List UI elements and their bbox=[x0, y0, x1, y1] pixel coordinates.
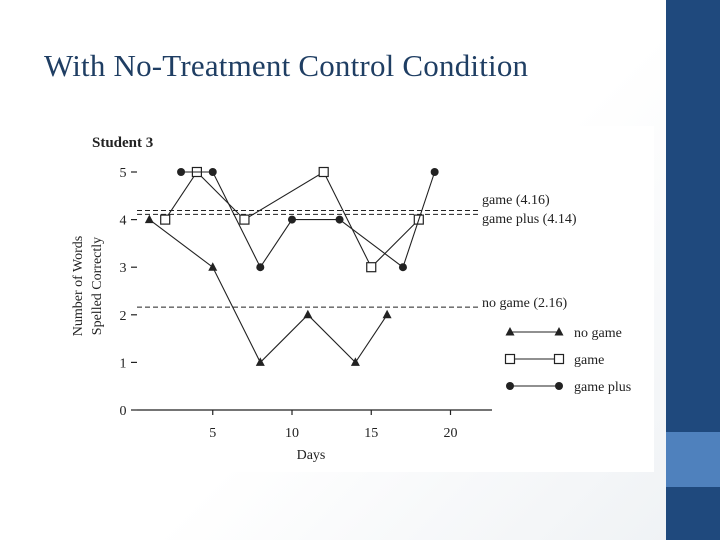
legend-item: no game bbox=[505, 326, 622, 341]
square-marker bbox=[160, 214, 171, 225]
x-tick-label: 20 bbox=[444, 426, 458, 441]
legend-label: no game bbox=[574, 326, 622, 341]
y-axis-label: Number of Words Spelled Correctly bbox=[71, 236, 105, 337]
y-tick-label: 4 bbox=[120, 214, 127, 229]
series-game-plus bbox=[177, 168, 439, 272]
square-marker bbox=[553, 353, 565, 365]
sidebar-accent-top bbox=[666, 0, 720, 432]
circle-marker bbox=[398, 263, 407, 272]
slide-title: With No-Treatment Control Condition bbox=[44, 48, 529, 83]
triangle-marker bbox=[554, 327, 564, 336]
reference-line-label: game (4.16) bbox=[482, 193, 550, 208]
circle-marker bbox=[177, 168, 186, 176]
circle-marker bbox=[208, 168, 217, 176]
x-tick-label: 10 bbox=[285, 426, 299, 441]
chart-axes: 0 1 2 3 4 5 5 10 15 20 Days Number of Words Spelled … bbox=[71, 166, 492, 463]
triangle-marker bbox=[505, 327, 515, 336]
legend-label: game plus bbox=[574, 380, 631, 395]
reference-line-label: no game (2.16) bbox=[482, 296, 567, 311]
circle-marker bbox=[288, 215, 296, 224]
circle-marker bbox=[335, 215, 344, 224]
triangle-marker bbox=[255, 357, 265, 366]
series-no-game bbox=[144, 214, 392, 366]
data-series bbox=[144, 166, 439, 366]
y-axis-label-line: Number of Words bbox=[71, 236, 86, 337]
y-tick-label: 0 bbox=[120, 404, 127, 419]
reference-lines: game (4.16) game plus (4.14) no game (2.16… bbox=[137, 193, 577, 311]
square-marker bbox=[239, 214, 250, 225]
circle-marker bbox=[555, 382, 563, 390]
triangle-marker bbox=[208, 262, 218, 271]
y-tick-label: 1 bbox=[120, 356, 127, 371]
legend-item: game bbox=[504, 353, 604, 368]
series-line bbox=[149, 219, 388, 364]
square-marker bbox=[366, 262, 377, 273]
x-axis-label: Days bbox=[297, 448, 326, 463]
square-marker bbox=[504, 353, 516, 365]
legend: no game game game plus bbox=[504, 326, 631, 395]
y-tick-label: 3 bbox=[120, 261, 127, 276]
y-axis-label-line: Spelled Correctly bbox=[90, 237, 105, 335]
triangle-marker bbox=[350, 357, 360, 366]
square-marker bbox=[318, 166, 329, 178]
triangle-marker bbox=[382, 309, 392, 319]
chart-panel: Student 3 0 1 2 3 4 5 5 10 15 20 Days Number of Wor… bbox=[62, 126, 654, 472]
circle-marker bbox=[506, 382, 514, 390]
line-chart: Student 3 0 1 2 3 4 5 5 10 15 20 Days Number of Wor… bbox=[71, 135, 631, 463]
circle-marker bbox=[256, 263, 265, 272]
triangle-marker bbox=[144, 214, 154, 224]
legend-item: game plus bbox=[506, 380, 631, 395]
chart-title: Student 3 bbox=[92, 135, 153, 151]
series-line bbox=[181, 171, 436, 269]
legend-label: game bbox=[574, 353, 604, 368]
y-tick-label: 2 bbox=[120, 309, 127, 324]
x-tick-label: 5 bbox=[209, 426, 216, 441]
sidebar-accent-middle bbox=[666, 432, 720, 487]
triangle-marker bbox=[303, 309, 313, 319]
sidebar-accent-bottom bbox=[666, 487, 720, 540]
y-tick-label: 5 bbox=[120, 166, 127, 181]
reference-line-label: game plus (4.14) bbox=[482, 212, 577, 227]
series-line bbox=[164, 171, 420, 269]
circle-marker bbox=[430, 168, 439, 176]
x-tick-label: 15 bbox=[364, 426, 378, 441]
